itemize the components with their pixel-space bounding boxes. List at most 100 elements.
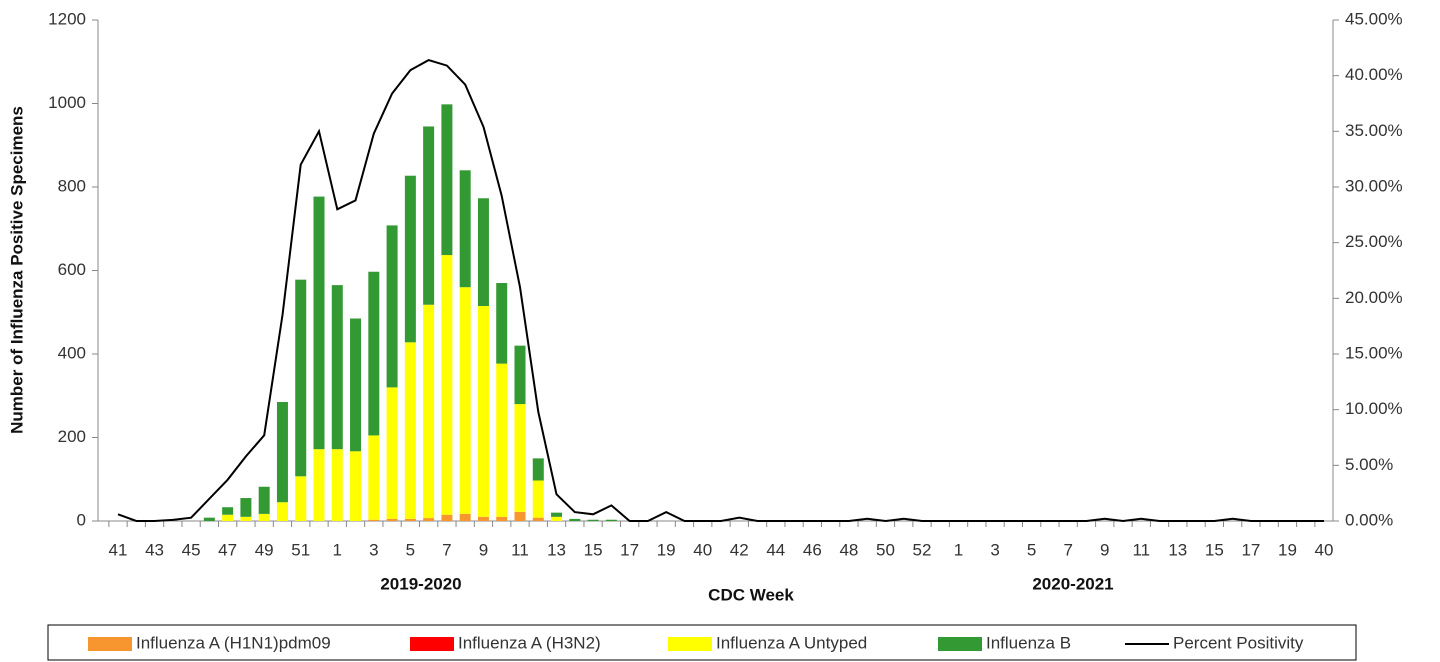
x-tick-label: 42 <box>730 540 749 559</box>
legend-swatch <box>668 637 712 651</box>
bar-segment <box>551 512 563 517</box>
bar-segment <box>477 198 489 306</box>
y-tick-label: 1200 <box>48 9 86 28</box>
bar-segment <box>313 196 325 450</box>
y-tick-label: 1000 <box>48 93 86 112</box>
x-tick-label: 13 <box>1168 540 1187 559</box>
y2-tick-label: 15.00% <box>1345 343 1403 362</box>
y2-tick-label: 40.00% <box>1345 65 1403 84</box>
x-tick-label: 5 <box>406 540 415 559</box>
bar-segment <box>404 342 416 519</box>
y2-tick-label: 0.00% <box>1345 510 1393 529</box>
y-tick-label: 0 <box>77 510 86 529</box>
bar-segment <box>441 104 453 256</box>
bar-segment <box>258 486 270 514</box>
bar-segment <box>441 514 453 521</box>
x-tick-label: 3 <box>990 540 999 559</box>
bar-segment <box>295 279 307 477</box>
y2-tick-label: 20.00% <box>1345 288 1403 307</box>
x-tick-label: 50 <box>876 540 895 559</box>
legend-label: Percent Positivity <box>1173 633 1304 652</box>
x-tick-label: 44 <box>766 540 785 559</box>
bar-segment <box>532 480 544 518</box>
y-tick-label: 400 <box>58 343 86 362</box>
x-tick-label: 5 <box>1027 540 1036 559</box>
x-tick-label: 15 <box>584 540 603 559</box>
legend-label: Influenza A (H3N2) <box>458 633 601 652</box>
bar-segment <box>240 516 252 521</box>
bar-segment <box>203 517 215 521</box>
legend-swatch <box>88 637 132 651</box>
legend-label: Influenza A (H1N1)pdm09 <box>136 633 331 652</box>
x-tick-label: 15 <box>1205 540 1224 559</box>
x-tick-label: 7 <box>442 540 451 559</box>
bar-segment <box>441 255 453 515</box>
bar-segment <box>404 175 416 343</box>
bar-segment <box>477 516 489 521</box>
bar-segment <box>350 318 362 452</box>
bar-segment <box>496 283 508 364</box>
bar-segment <box>258 513 270 521</box>
bar-segment <box>368 435 380 520</box>
bar-segment <box>386 518 398 521</box>
bar-segment <box>514 511 526 521</box>
x-tick-label: 11 <box>1132 540 1150 559</box>
y2-tick-label: 10.00% <box>1345 399 1403 418</box>
x-tick-label: 17 <box>1241 540 1260 559</box>
bar-segment <box>276 402 288 503</box>
bar-segment <box>368 271 380 436</box>
bar-segment <box>350 451 362 521</box>
x-tick-label: 9 <box>1100 540 1109 559</box>
bar-segment <box>240 498 252 517</box>
legend-swatch <box>410 637 454 651</box>
x-tick-label: 11 <box>511 540 529 559</box>
x-tick-label: 13 <box>547 540 566 559</box>
bar-segment <box>331 285 343 450</box>
x-axis-title: CDC Week <box>708 585 794 604</box>
x-tick-label: 9 <box>479 540 488 559</box>
y2-tick-label: 35.00% <box>1345 121 1403 140</box>
y-tick-label: 800 <box>58 176 86 195</box>
bar-segment <box>569 518 581 521</box>
bar-segment <box>368 519 380 521</box>
y-tick-label: 600 <box>58 260 86 279</box>
bar-segment <box>331 449 343 521</box>
x-tick-label: 45 <box>182 540 201 559</box>
x-tick-label: 1 <box>954 540 963 559</box>
x-tick-label: 46 <box>803 540 822 559</box>
x-tick-label: 7 <box>1063 540 1072 559</box>
legend-label: Influenza A Untyped <box>716 633 867 652</box>
y2-tick-label: 45.00% <box>1345 9 1403 28</box>
line <box>117 59 1324 523</box>
y-tick-label: 200 <box>58 427 86 446</box>
legend-swatch <box>938 637 982 651</box>
legend-label: Influenza B <box>986 633 1071 652</box>
bar-segment <box>459 513 471 521</box>
x-tick-label: 1 <box>333 540 342 559</box>
bar-segment <box>404 518 416 521</box>
legend-box <box>47 624 1357 661</box>
x-tick-label: 47 <box>218 540 237 559</box>
bar-segment <box>532 458 544 481</box>
x-tick-label: 41 <box>109 540 128 559</box>
season-label: 2020-2021 <box>1032 574 1113 593</box>
y2-tick-label: 5.00% <box>1345 455 1393 474</box>
bar-segment <box>551 516 563 521</box>
x-tick-label: 49 <box>255 540 274 559</box>
x-tick-label: 19 <box>657 540 676 559</box>
bar-segment <box>532 517 544 521</box>
y-axis-title: Number of Influenza Positive Specimens <box>7 106 26 434</box>
x-tick-label: 40 <box>1315 540 1334 559</box>
y2-tick-label: 25.00% <box>1345 232 1403 251</box>
bar-segment <box>423 126 435 305</box>
x-tick-label: 51 <box>291 540 310 559</box>
bar-segment <box>514 345 526 405</box>
bar-segment <box>423 518 435 521</box>
season-label: 2019-2020 <box>380 574 461 593</box>
bar-segment <box>386 387 398 519</box>
bar-segment <box>386 225 398 388</box>
x-tick-label: 52 <box>913 540 932 559</box>
bar-segment <box>276 502 288 521</box>
